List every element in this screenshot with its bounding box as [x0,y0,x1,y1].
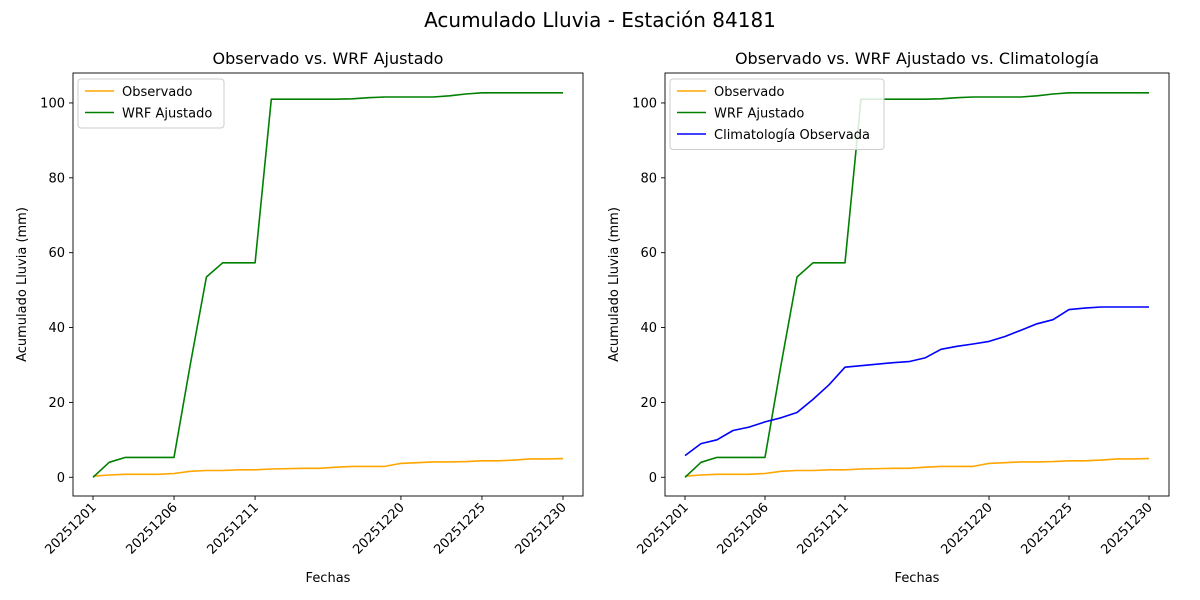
x-axis-label: Fechas [306,571,351,586]
x-tick-label: 20251206 [714,500,771,557]
y-tick-label: 0 [57,471,65,486]
y-tick-label: 80 [640,171,657,186]
x-tick-label: 20251230 [1098,500,1155,557]
legend-entry: Observado [714,85,785,100]
x-tick-label: 20251201 [634,500,691,557]
series-line-climatolog-a-observada [684,306,1149,457]
x-tick-label: 20251201 [42,500,99,557]
figure-title: Acumulado Lluvia - Estación 84181 [424,8,776,32]
legend-box [77,78,225,129]
x-tick-label: 20251206 [123,500,180,557]
x-tick-label: 20251211 [205,500,262,557]
series-line-wrf-ajustado [684,92,1149,478]
y-tick-label: 20 [48,396,65,411]
series-line-observado [684,457,1150,477]
y-tick-label: 100 [40,96,65,111]
legend: Observado WRF Ajustado Climatología Observ… [669,78,885,150]
legend-entry: Climatología Observada [714,128,870,143]
y-tick-label: 60 [640,246,657,261]
y-tick-label: 40 [640,321,657,336]
x-axis-label: Fechas [895,571,940,586]
x-tick-label: 20251220 [938,500,995,557]
legend-entry: WRF Ajustado [714,107,804,122]
series-line-wrf-ajustado [92,92,563,478]
y-axis-label: Acumulado Lluvia (mm) [607,207,622,362]
legend-entry: WRF Ajustado [122,107,212,122]
series-line-observado [92,457,564,477]
legend: Observado WRF Ajustado [77,78,225,129]
y-tick-label: 40 [48,321,65,336]
y-tick-label: 60 [48,246,65,261]
x-tick-label: 20251211 [794,500,851,557]
chart-panel-1: 0 20 40 60 80 100 20251201 20251206 20251211 2025… [15,49,584,586]
y-tick-label: 80 [48,171,65,186]
y-tick-label: 20 [640,396,657,411]
legend-box [669,78,885,150]
x-tick-label: 20251225 [1018,500,1075,557]
x-tick-label: 20251225 [431,500,488,557]
x-tick-label: 20251230 [512,500,569,557]
plot-frame [72,72,584,497]
chart-title: Observado vs. WRF Ajustado vs. Climatolo… [735,49,1099,68]
chart-title: Observado vs. WRF Ajustado [213,49,444,68]
y-axis-label: Acumulado Lluvia (mm) [15,207,30,362]
x-tick-label: 20251220 [350,500,407,557]
y-tick-label: 0 [649,471,657,486]
chart-panel-2: 0 20 40 60 80 100 20251201 20251206 20251211 2025… [607,49,1170,586]
legend-entry: Observado [122,85,193,100]
plot-frame [664,72,1170,497]
y-tick-label: 100 [632,96,657,111]
